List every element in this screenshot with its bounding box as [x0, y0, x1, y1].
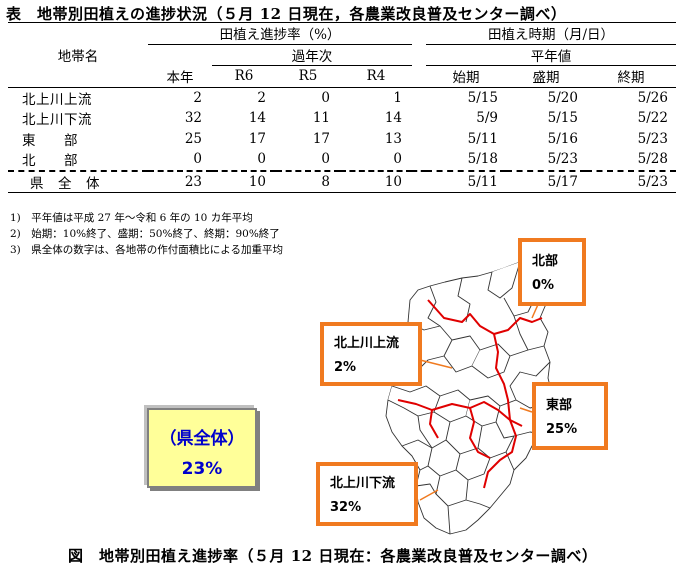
cell: 5/17 [506, 169, 586, 193]
cell: 5/26 [637, 89, 668, 106]
cell: 1 [393, 89, 402, 106]
cell: 0 [321, 89, 330, 106]
callout-value: 25% [546, 422, 578, 437]
table-row: 北上川下流 32 14 11 14 5/9 5/15 5/22 [8, 108, 676, 129]
cell: 32 [184, 110, 202, 127]
cell: 17 [248, 130, 266, 147]
callout-label: 北部 [532, 254, 559, 269]
figure-caption: 図 地帯別田植え進捗率（５月 12 日現在：各農業改良普及センター調べ） [68, 547, 598, 565]
cell: 10 [212, 169, 276, 193]
cell: 5/15 [467, 89, 498, 106]
row-name: 東 部 [22, 132, 78, 149]
callout-kitakami-upper: 北上川上流 2% [320, 322, 422, 386]
cell: 5/16 [547, 130, 578, 147]
note: 1) 平年値は平成 27 年～令和 6 年の 10 カ年平均 [10, 212, 253, 224]
cell: 5/11 [426, 169, 506, 193]
cell: 14 [248, 110, 266, 127]
progress-table: 地帯名 田植え進捗率（%） 田植え時期（月/日） 過年次 平年値 本年 R6 R… [8, 22, 676, 193]
normal-header: 平年値 [426, 44, 676, 66]
callout-label: 北上川下流 [330, 476, 396, 491]
cell: 5/23 [547, 151, 578, 168]
cell: 5/15 [547, 110, 578, 127]
callout-value: 32% [330, 500, 362, 515]
prefecture-total-box: （県全体） 23% [147, 408, 257, 488]
col-header: R6 [212, 65, 276, 88]
past-years-header: 過年次 [212, 44, 412, 66]
col-header: 本年 [148, 65, 212, 88]
cell: 0 [193, 151, 202, 168]
callout-value: 0% [532, 278, 555, 293]
cell: 14 [384, 110, 402, 127]
callout-east: 東部 25% [532, 382, 608, 450]
callout-label: 北上川上流 [334, 336, 400, 351]
note: 2) 始期：10%終了、盛期：50%終了、終期：90%終了 [10, 228, 280, 240]
table-row: 北 部 0 0 0 0 5/18 5/23 5/28 [8, 149, 676, 171]
cell: 5/22 [637, 110, 668, 127]
prefecture-label: （県全体） [159, 429, 245, 449]
cell: 0 [257, 151, 266, 168]
callout-kitakami-lower: 北上川下流 32% [316, 462, 418, 526]
cell: 2 [193, 89, 202, 106]
table-title: 表 地帯別田植えの進捗状況（５月 12 日現在，各農業改良普及センター調べ） [6, 5, 567, 23]
row-name: 県 全 体 [8, 169, 148, 193]
cell: 23 [148, 169, 212, 193]
row-name: 北上川上流 [22, 91, 92, 108]
col-header: 終期 [586, 65, 676, 88]
cell: 5/28 [637, 151, 668, 168]
cell: 5/23 [586, 169, 676, 193]
table-row: 北上川上流 2 2 0 1 5/15 5/20 5/26 [8, 87, 676, 108]
cell: 10 [340, 169, 412, 193]
cell: 0 [321, 151, 330, 168]
cell: 5/23 [637, 130, 668, 147]
cell: 13 [384, 130, 402, 147]
cell: 0 [393, 151, 402, 168]
rate-header: 田植え進捗率（%） [148, 22, 412, 45]
callout-north: 北部 0% [518, 238, 586, 306]
row-name: 北 部 [22, 153, 78, 170]
col-header: 始期 [426, 65, 506, 88]
zone-boundary-north [427, 299, 543, 335]
cell: 5/20 [547, 89, 578, 106]
table-total-row: 県 全 体 23 10 8 10 5/11 5/17 5/23 [8, 169, 676, 193]
row-name: 北上川下流 [22, 112, 92, 129]
note: 3) 県全体の数字は、各地帯の作付面積比による加重平均 [10, 244, 283, 256]
area-header: 地帯名 [8, 22, 148, 88]
cell: 17 [312, 130, 330, 147]
callout-label: 東部 [546, 398, 573, 413]
col-header: 盛期 [506, 65, 586, 88]
timing-header: 田植え時期（月/日） [426, 22, 676, 45]
cell: 2 [257, 89, 266, 106]
callout-value: 2% [334, 360, 357, 375]
cell: 5/11 [467, 130, 498, 147]
cell: 25 [184, 130, 202, 147]
cell: 8 [276, 169, 340, 193]
cell: 11 [312, 110, 330, 127]
table-notes: 1) 平年値は平成 27 年～令和 6 年の 10 カ年平均 2) 始期：10%… [10, 210, 283, 258]
cell: 5/9 [476, 110, 498, 127]
zone-boundary-east [483, 333, 517, 489]
table-row: 東 部 25 17 17 13 5/11 5/16 5/23 [8, 129, 676, 150]
col-header: R5 [276, 65, 340, 88]
prefecture-value: 23% [181, 459, 223, 479]
cell: 5/18 [467, 151, 498, 168]
col-header: R4 [340, 65, 412, 88]
